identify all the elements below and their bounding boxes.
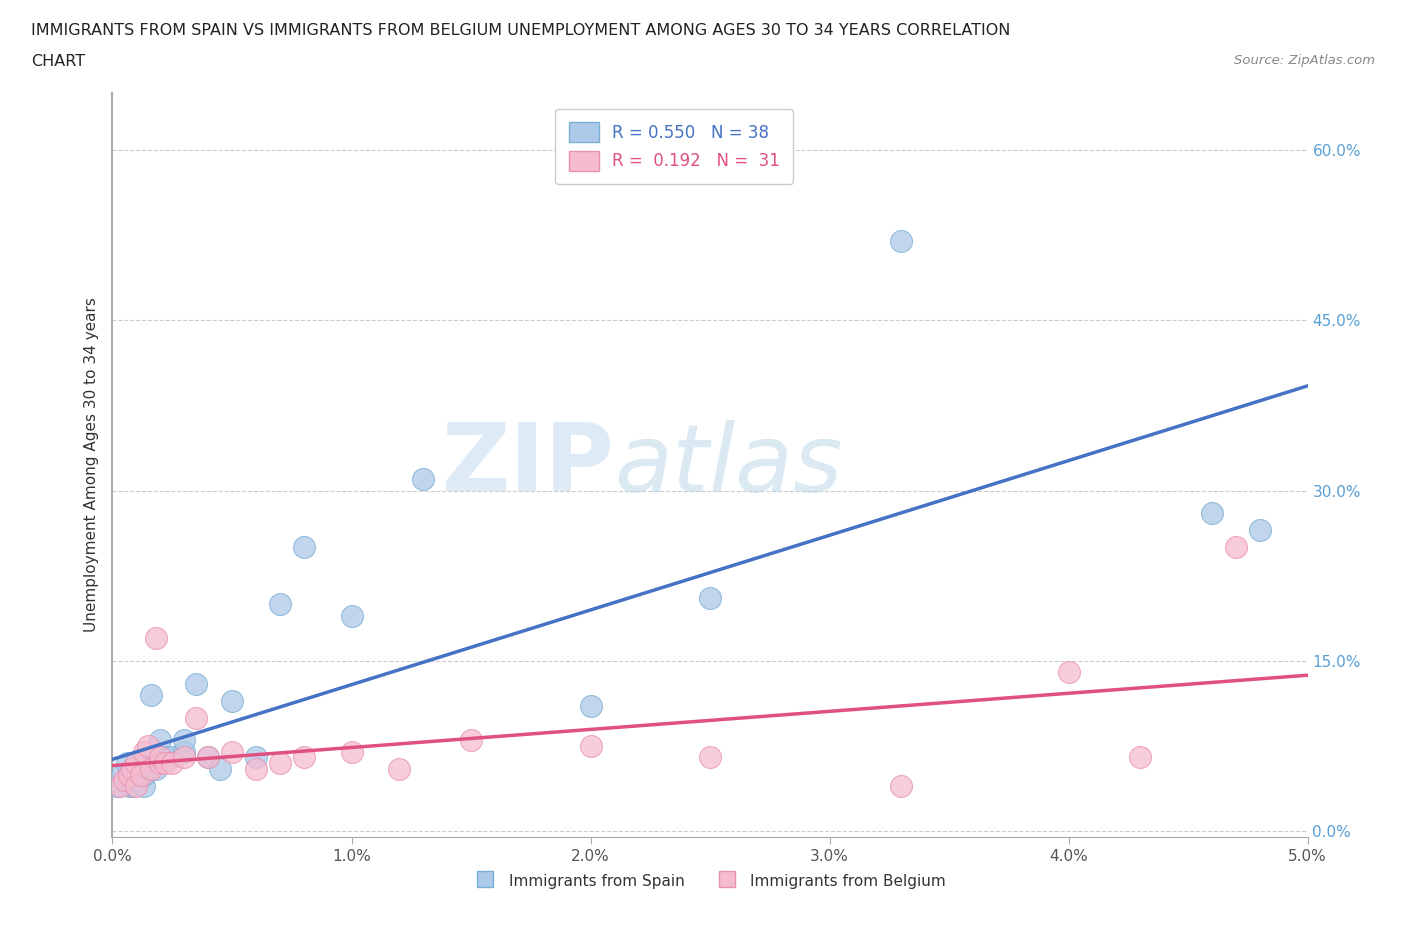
Point bbox=[269, 597, 291, 612]
Point bbox=[145, 631, 167, 645]
Point bbox=[138, 738, 160, 753]
Point bbox=[890, 233, 912, 248]
Point bbox=[132, 767, 155, 782]
Point bbox=[388, 762, 411, 777]
Text: ZIP: ZIP bbox=[441, 419, 614, 511]
Point bbox=[121, 762, 143, 777]
Point bbox=[135, 756, 157, 771]
Point bbox=[125, 773, 148, 788]
Point bbox=[460, 733, 482, 748]
Y-axis label: Unemployment Among Ages 30 to 34 years: Unemployment Among Ages 30 to 34 years bbox=[83, 298, 98, 632]
Point bbox=[579, 738, 602, 753]
Point bbox=[197, 751, 219, 765]
Point bbox=[145, 762, 167, 777]
Point bbox=[269, 756, 291, 771]
Point bbox=[699, 751, 721, 765]
Point bbox=[1057, 665, 1080, 680]
Point bbox=[132, 744, 155, 759]
Point bbox=[118, 778, 141, 793]
Point bbox=[340, 744, 363, 759]
Point bbox=[111, 767, 134, 782]
Point bbox=[114, 773, 135, 788]
Text: atlas: atlas bbox=[614, 419, 842, 511]
Point bbox=[149, 756, 172, 771]
Point bbox=[186, 676, 208, 691]
Point bbox=[115, 756, 138, 771]
Text: CHART: CHART bbox=[31, 54, 84, 69]
Point bbox=[105, 778, 128, 793]
Point bbox=[340, 608, 363, 623]
Point bbox=[149, 751, 172, 765]
Point bbox=[121, 767, 143, 782]
Point bbox=[162, 751, 183, 765]
Point bbox=[292, 751, 315, 765]
Point bbox=[173, 733, 195, 748]
Point bbox=[186, 711, 208, 725]
Point bbox=[412, 472, 434, 486]
Point bbox=[197, 751, 219, 765]
Point bbox=[221, 693, 243, 708]
Point bbox=[292, 540, 315, 555]
Point bbox=[173, 744, 195, 759]
Point bbox=[245, 762, 267, 777]
Point bbox=[122, 778, 145, 793]
Point bbox=[1225, 540, 1247, 555]
Point bbox=[1201, 506, 1223, 521]
Point bbox=[115, 773, 138, 788]
Point bbox=[125, 756, 148, 771]
Point bbox=[153, 751, 176, 765]
Point bbox=[162, 756, 183, 771]
Point bbox=[221, 744, 243, 759]
Point bbox=[125, 778, 148, 793]
Point bbox=[118, 767, 141, 782]
Point bbox=[173, 751, 195, 765]
Point bbox=[1249, 523, 1271, 538]
Point bbox=[699, 591, 721, 606]
Point bbox=[129, 767, 152, 782]
Point bbox=[245, 751, 267, 765]
Point bbox=[149, 733, 172, 748]
Legend: Immigrants from Spain, Immigrants from Belgium: Immigrants from Spain, Immigrants from B… bbox=[468, 866, 952, 897]
Point bbox=[121, 762, 143, 777]
Point bbox=[890, 778, 912, 793]
Point bbox=[139, 762, 162, 777]
Point bbox=[129, 762, 152, 777]
Text: Source: ZipAtlas.com: Source: ZipAtlas.com bbox=[1234, 54, 1375, 67]
Point bbox=[138, 762, 160, 777]
Point bbox=[579, 699, 602, 714]
Text: IMMIGRANTS FROM SPAIN VS IMMIGRANTS FROM BELGIUM UNEMPLOYMENT AMONG AGES 30 TO 3: IMMIGRANTS FROM SPAIN VS IMMIGRANTS FROM… bbox=[31, 23, 1011, 38]
Point bbox=[149, 751, 172, 765]
Point bbox=[132, 778, 155, 793]
Point bbox=[125, 756, 148, 771]
Point bbox=[125, 767, 148, 782]
Point bbox=[1129, 751, 1152, 765]
Point bbox=[108, 778, 131, 793]
Point bbox=[153, 756, 176, 771]
Point bbox=[209, 762, 232, 777]
Point bbox=[139, 687, 162, 702]
